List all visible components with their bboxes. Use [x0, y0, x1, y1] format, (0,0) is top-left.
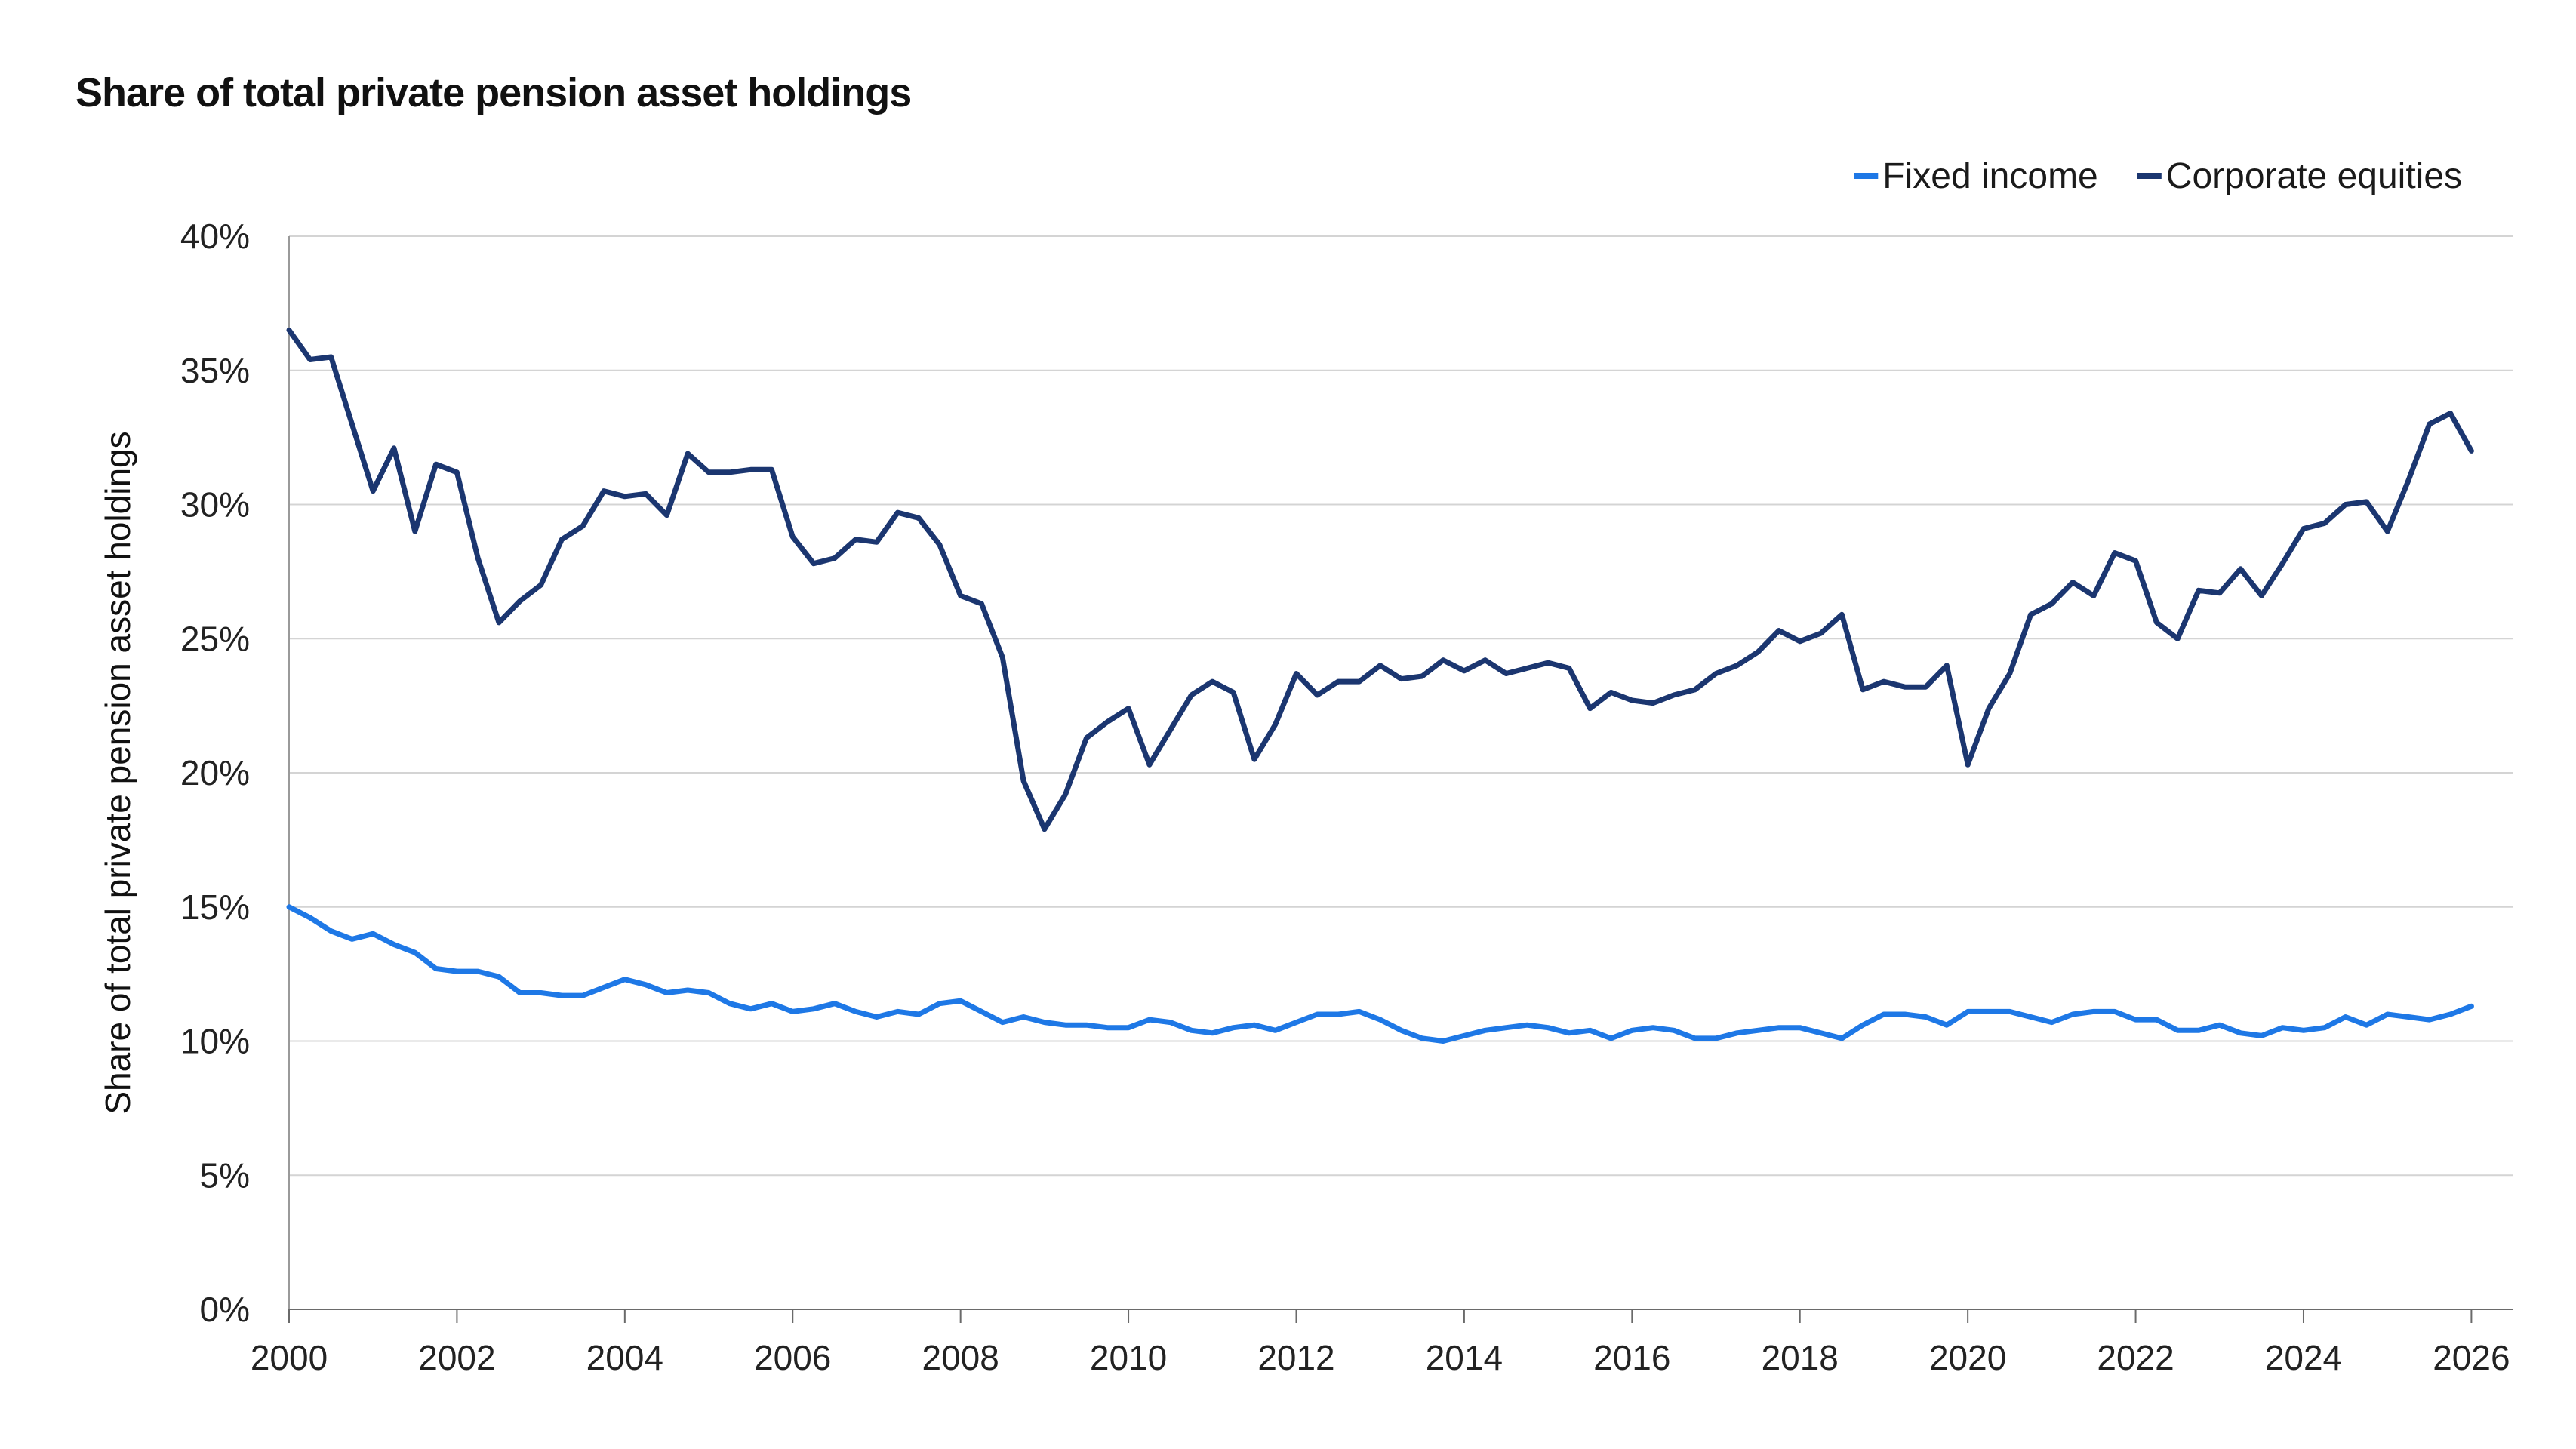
x-tick-label: 2006	[754, 1338, 831, 1377]
x-tick-labels: 2000 2002 2004 2006 2008 2010 2012 2014 2016 2018…	[251, 1338, 2510, 1377]
x-tick-label: 2016	[1593, 1338, 1670, 1377]
x-tick-label: 2020	[1929, 1338, 2006, 1377]
y-tick-label: 5%	[200, 1155, 250, 1195]
x-tick-label: 2026	[2433, 1338, 2510, 1377]
x-tick-label: 2002	[418, 1338, 495, 1377]
legend-item: Corporate equities	[2137, 156, 2462, 196]
legend: Fixed income Corporate equities	[1854, 156, 2462, 196]
x-tick-label: 2004	[586, 1338, 663, 1377]
x-tick-label: 2012	[1257, 1338, 1334, 1377]
y-tick-label: 35%	[180, 351, 250, 390]
x-tick-label: 2014	[1426, 1338, 1503, 1377]
y-tick-labels: 0% 5% 10% 15% 20% 25% 30% 35% 40%	[180, 217, 250, 1329]
x-tick-label: 2022	[2097, 1338, 2174, 1377]
gridlines	[289, 235, 2513, 1177]
series-line-corporate-equities	[286, 327, 2474, 832]
y-tick-label: 20%	[180, 753, 250, 792]
y-tick-label: 15%	[180, 888, 250, 927]
y-tick-label: 0%	[200, 1290, 250, 1329]
y-tick-label: 25%	[180, 619, 250, 658]
x-tick-label: 2024	[2265, 1338, 2342, 1377]
x-tick-label: 2008	[922, 1338, 999, 1377]
y-tick-label: 30%	[180, 485, 250, 525]
x-tick-label: 2010	[1090, 1338, 1167, 1377]
chart-title: Share of total private pension asset hol…	[75, 70, 912, 115]
series-lines	[286, 327, 2474, 1044]
axes	[288, 236, 2513, 1323]
legend-item: Fixed income	[1854, 156, 2098, 196]
y-tick-label: 40%	[180, 217, 250, 256]
legend-label: Fixed income	[1882, 156, 2097, 196]
x-tick-label: 2018	[1762, 1338, 1839, 1377]
y-tick-label: 10%	[180, 1022, 250, 1061]
series-line-fixed-income	[286, 904, 2474, 1044]
legend-label: Corporate equities	[2166, 156, 2462, 196]
x-tick-label: 2000	[251, 1338, 328, 1377]
y-axis-title: Share of total private pension asset hol…	[98, 431, 137, 1114]
